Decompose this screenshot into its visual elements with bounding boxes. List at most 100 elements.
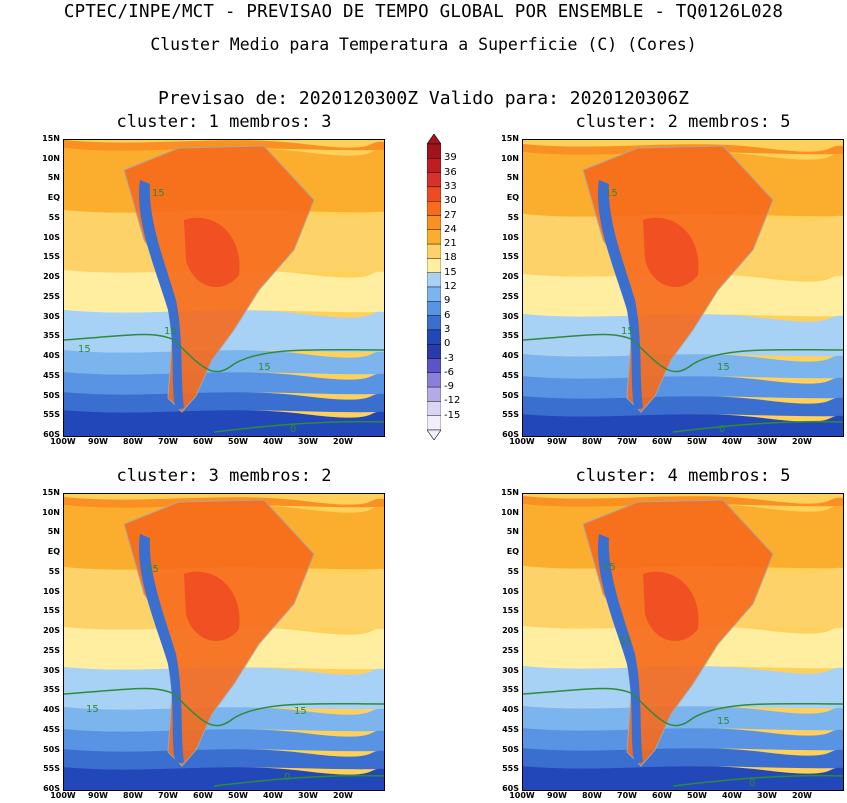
lon-tick-label: 50W bbox=[228, 791, 248, 800]
colorbar-swatch bbox=[427, 243, 441, 259]
contour-label: 0 bbox=[290, 424, 296, 435]
lat-tick-label: 15N bbox=[42, 134, 60, 143]
contour-label: 15 bbox=[152, 188, 165, 199]
lat-tick-label: 5S bbox=[507, 566, 519, 576]
band-6-9 bbox=[523, 376, 843, 404]
lon-tick-label: 20W bbox=[333, 791, 353, 800]
lon-tick-label: 30W bbox=[757, 437, 777, 446]
lat-tick-label: EQ bbox=[47, 193, 60, 203]
isotherm-0-line bbox=[672, 420, 843, 433]
lon-tick-label: 50W bbox=[687, 437, 707, 446]
lat-tick-label: 15S bbox=[502, 606, 519, 616]
colorbar-label: 0 bbox=[444, 338, 451, 350]
lon-tick-label: 100W bbox=[50, 791, 76, 800]
panel-title-cluster-3: cluster: 3 membros: 2 bbox=[116, 466, 332, 486]
band-0-3 bbox=[523, 766, 843, 790]
andes-cold-strip bbox=[597, 180, 643, 410]
lon-tick-label: 80W bbox=[582, 791, 602, 800]
lat-tick-label: 5S bbox=[48, 212, 60, 222]
contour-label: 15 bbox=[164, 326, 177, 337]
band-9-12 bbox=[523, 354, 843, 384]
contour-label: 15 bbox=[258, 362, 271, 373]
colorbar-label: -12 bbox=[444, 395, 461, 407]
band-3-6 bbox=[523, 748, 843, 774]
lon-tick-label: 100W bbox=[50, 437, 76, 446]
lon-tick-label: 70W bbox=[158, 791, 178, 800]
lat-tick-label: 55S bbox=[502, 764, 519, 774]
lon-tick-label: 70W bbox=[617, 437, 637, 446]
lon-tick-label: 80W bbox=[123, 437, 143, 446]
colorbar-swatch bbox=[427, 401, 441, 416]
lat-tick-label: 50S bbox=[43, 744, 60, 754]
andes-cold-strip bbox=[597, 534, 643, 764]
lat-tick-label: 5S bbox=[507, 212, 519, 222]
lon-tick-label: 90W bbox=[88, 437, 108, 446]
lat-tick-label: 10N bbox=[501, 507, 519, 517]
colorbar-swatch bbox=[427, 372, 441, 388]
lat-tick-label: 5N bbox=[47, 173, 60, 183]
lat-tick-label: 5N bbox=[47, 527, 60, 537]
lat-tick-label: 40S bbox=[502, 351, 519, 361]
interior-hot-region bbox=[643, 217, 699, 287]
lat-tick-label: 10N bbox=[42, 507, 60, 517]
panel-title-cluster-4: cluster: 4 membros: 5 bbox=[575, 466, 791, 486]
contour-label: 15 bbox=[294, 706, 307, 717]
lat-tick-label: 55S bbox=[43, 764, 60, 774]
map-panel-cluster-2: 15 15 15 0 bbox=[522, 139, 844, 437]
contour-label: 15 bbox=[621, 326, 634, 337]
lat-tick-label: 5S bbox=[48, 566, 60, 576]
colorbar-swatch bbox=[427, 315, 441, 331]
lat-tick-label: 35S bbox=[43, 685, 60, 695]
lat-tick-label: 50S bbox=[43, 390, 60, 400]
colorbar-label: 6 bbox=[444, 309, 451, 321]
lat-tick-label: 60S bbox=[502, 430, 519, 439]
isotherm-0-line bbox=[213, 420, 384, 433]
colorbar-swatch bbox=[427, 215, 441, 231]
lat-tick-label: 35S bbox=[502, 685, 519, 695]
colorbar-label: -9 bbox=[444, 381, 454, 393]
lat-tick-label: 15S bbox=[502, 252, 519, 262]
lat-tick-label: 20S bbox=[43, 272, 60, 282]
contour-label: 15 bbox=[78, 344, 91, 355]
lat-tick-label: 15S bbox=[43, 606, 60, 616]
lat-tick-label: 20S bbox=[502, 272, 519, 282]
colorbar-label: 21 bbox=[444, 238, 457, 250]
lat-tick-label: 5N bbox=[506, 173, 519, 183]
interior-hot-region bbox=[184, 217, 240, 287]
contour-label: 15 bbox=[605, 188, 618, 199]
colorbar-swatch bbox=[427, 286, 441, 302]
lon-tick-label: 50W bbox=[228, 437, 248, 446]
lon-tick-label: 70W bbox=[617, 791, 637, 800]
lat-tick-label: EQ bbox=[47, 547, 60, 557]
colorbar-label: 24 bbox=[444, 223, 457, 235]
contour-label: 0 bbox=[749, 778, 755, 789]
lat-tick-label: 50S bbox=[502, 744, 519, 754]
band-0-3 bbox=[523, 414, 843, 436]
lat-tick-label: 30S bbox=[43, 311, 60, 321]
lat-tick-label: 30S bbox=[502, 665, 519, 675]
lat-tick-label: 15N bbox=[501, 488, 519, 497]
isotherm-15-line bbox=[64, 333, 384, 373]
lon-tick-label: 80W bbox=[123, 791, 143, 800]
colorbar-swatch bbox=[427, 343, 441, 359]
colorbar-swatch bbox=[427, 329, 441, 345]
band-3-6 bbox=[64, 392, 384, 418]
lon-tick-label: 100W bbox=[509, 437, 535, 446]
colorbar-label: 18 bbox=[444, 252, 457, 264]
colorbar-label: 27 bbox=[444, 209, 457, 221]
band-0-3 bbox=[64, 767, 384, 790]
isotherm-15-line bbox=[523, 687, 843, 727]
contour-label: 15 bbox=[717, 362, 730, 373]
lon-tick-label: 40W bbox=[263, 437, 283, 446]
contour-label: 15 bbox=[717, 716, 730, 727]
interior-hot-region bbox=[643, 571, 699, 641]
lat-tick-label: 15N bbox=[42, 488, 60, 497]
colorbar-label: 9 bbox=[444, 295, 451, 307]
colorbar-label: 3 bbox=[444, 323, 451, 335]
lat-tick-label: 40S bbox=[43, 351, 60, 361]
lat-tick-label: 45S bbox=[502, 370, 519, 380]
isotherm-0-line bbox=[672, 774, 843, 787]
interior-hot-region bbox=[184, 571, 240, 641]
contour-label: 15 bbox=[86, 704, 99, 715]
colorbar-label: 36 bbox=[444, 166, 457, 178]
